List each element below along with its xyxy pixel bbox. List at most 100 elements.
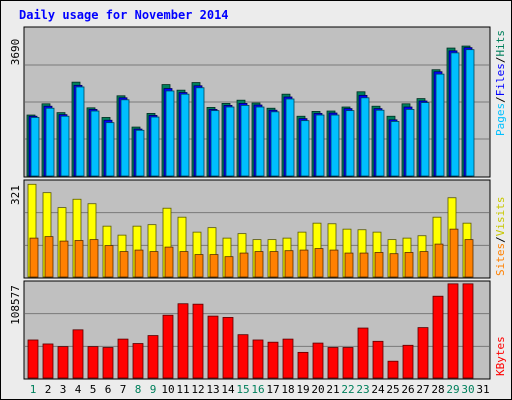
x-tick-label-5: 5: [90, 383, 97, 396]
bar-kbytes-day-14: [222, 317, 234, 379]
x-tick-label-16: 16: [251, 383, 264, 396]
x-tick-label-6: 6: [105, 383, 112, 396]
bar-sites-day-29: [449, 228, 459, 278]
bar-kbytes-day-13: [207, 315, 219, 379]
bar-kbytes-day-30: [462, 283, 474, 379]
kbytes-max-label: 108577: [9, 285, 22, 325]
x-tick-label-15: 15: [236, 383, 249, 396]
bar-pages-day-21: [330, 114, 340, 177]
bar-pages-day-22: [345, 110, 355, 177]
bar-sites-day-12: [194, 254, 204, 278]
bar-kbytes-day-3: [57, 346, 69, 379]
x-tick-label-13: 13: [206, 383, 219, 396]
bar-sites-day-20: [314, 248, 324, 278]
bar-kbytes-day-4: [72, 329, 84, 379]
bar-sites-day-19: [299, 249, 309, 278]
bar-pages-day-29: [450, 52, 460, 177]
x-tick-label-24: 24: [371, 383, 385, 396]
bar-sites-day-13: [209, 254, 219, 278]
bar-kbytes-day-11: [177, 303, 189, 379]
hits-side-legend: Pages/Files/Hits: [494, 30, 507, 136]
bar-pages-day-15: [240, 105, 250, 177]
bar-kbytes-day-16: [252, 339, 264, 379]
bar-pages-day-7: [120, 99, 130, 177]
x-tick-label-30: 30: [461, 383, 474, 396]
bar-sites-day-3: [59, 240, 69, 278]
x-tick-label-28: 28: [431, 383, 444, 396]
bar-pages-day-20: [315, 114, 325, 177]
kbytes-side-legend: KBytes: [494, 336, 507, 376]
bar-kbytes-day-8: [132, 343, 144, 379]
x-tick-label-22: 22: [341, 383, 354, 396]
legend-sites: Sites: [494, 243, 507, 276]
x-tick-label-11: 11: [176, 383, 189, 396]
bar-pages-day-9: [150, 116, 160, 177]
bar-sites-day-4: [74, 240, 84, 278]
x-tick-label-14: 14: [221, 383, 235, 396]
bar-pages-day-16: [255, 106, 265, 177]
bar-kbytes-day-28: [432, 295, 444, 379]
bar-pages-day-6: [105, 122, 115, 177]
bar-kbytes-day-19: [297, 351, 309, 379]
bar-kbytes-day-17: [267, 341, 279, 379]
bar-pages-day-24: [375, 109, 385, 177]
bar-kbytes-day-2: [42, 343, 54, 379]
bar-pages-day-28: [435, 73, 445, 177]
bar-kbytes-day-15: [237, 334, 249, 379]
x-tick-label-9: 9: [150, 383, 157, 396]
x-tick-label-2: 2: [45, 383, 52, 396]
visits-side-legend: Sites/Visits: [494, 197, 507, 277]
bar-kbytes-day-18: [282, 338, 294, 379]
legend-hits: Hits: [494, 30, 507, 57]
bar-kbytes-day-9: [147, 335, 159, 379]
bar-pages-day-27: [420, 102, 430, 177]
bar-kbytes-day-7: [117, 338, 129, 379]
bar-sites-day-11: [179, 251, 189, 278]
x-tick-label-7: 7: [120, 383, 127, 396]
bar-kbytes-day-1: [27, 339, 39, 379]
bar-kbytes-day-21: [327, 347, 339, 379]
bar-kbytes-day-12: [192, 303, 204, 379]
bar-pages-day-26: [405, 109, 415, 177]
x-tick-label-12: 12: [191, 383, 204, 396]
bar-sites-day-16: [254, 251, 264, 278]
bar-pages-day-30: [465, 49, 475, 177]
x-tick-label-17: 17: [266, 383, 279, 396]
chart-title: Daily usage for November 2014: [19, 8, 229, 22]
bar-sites-day-22: [344, 252, 354, 278]
bar-sites-day-18: [284, 250, 294, 278]
x-tick-label-10: 10: [161, 383, 174, 396]
bar-pages-day-13: [210, 110, 220, 177]
bar-sites-day-21: [329, 249, 339, 278]
bar-pages-day-12: [195, 87, 205, 177]
legend-pages: Pages: [494, 103, 507, 136]
x-tick-label-31: 31: [476, 383, 489, 396]
bar-sites-day-14: [224, 256, 234, 278]
x-tick-label-3: 3: [60, 383, 67, 396]
bar-sites-day-26: [404, 252, 414, 278]
hits-max-label: 3690: [9, 39, 22, 66]
bar-sites-day-24: [374, 252, 384, 278]
x-tick-label-4: 4: [75, 383, 82, 396]
bar-sites-day-17: [269, 251, 279, 278]
legend-visits: Visits: [494, 197, 507, 237]
bar-pages-day-18: [285, 98, 295, 177]
bar-sites-day-9: [149, 251, 159, 278]
bar-sites-day-10: [164, 246, 174, 278]
bar-sites-day-27: [419, 251, 429, 278]
x-tick-label-29: 29: [446, 383, 459, 396]
bar-sites-day-8: [134, 249, 144, 278]
bar-kbytes-day-10: [162, 314, 174, 379]
bar-sites-day-6: [104, 245, 114, 278]
x-tick-label-20: 20: [311, 383, 324, 396]
bar-sites-day-15: [239, 252, 249, 278]
visits-max-label: 321: [9, 185, 22, 205]
legend-kbytes: KBytes: [494, 336, 507, 376]
svg-text:Sites/Visits: Sites/Visits: [494, 197, 507, 277]
bar-sites-day-23: [359, 252, 369, 278]
bar-pages-day-14: [225, 106, 235, 177]
bar-sites-day-1: [29, 237, 39, 278]
bar-sites-day-25: [389, 253, 399, 278]
bar-pages-day-5: [90, 110, 100, 177]
